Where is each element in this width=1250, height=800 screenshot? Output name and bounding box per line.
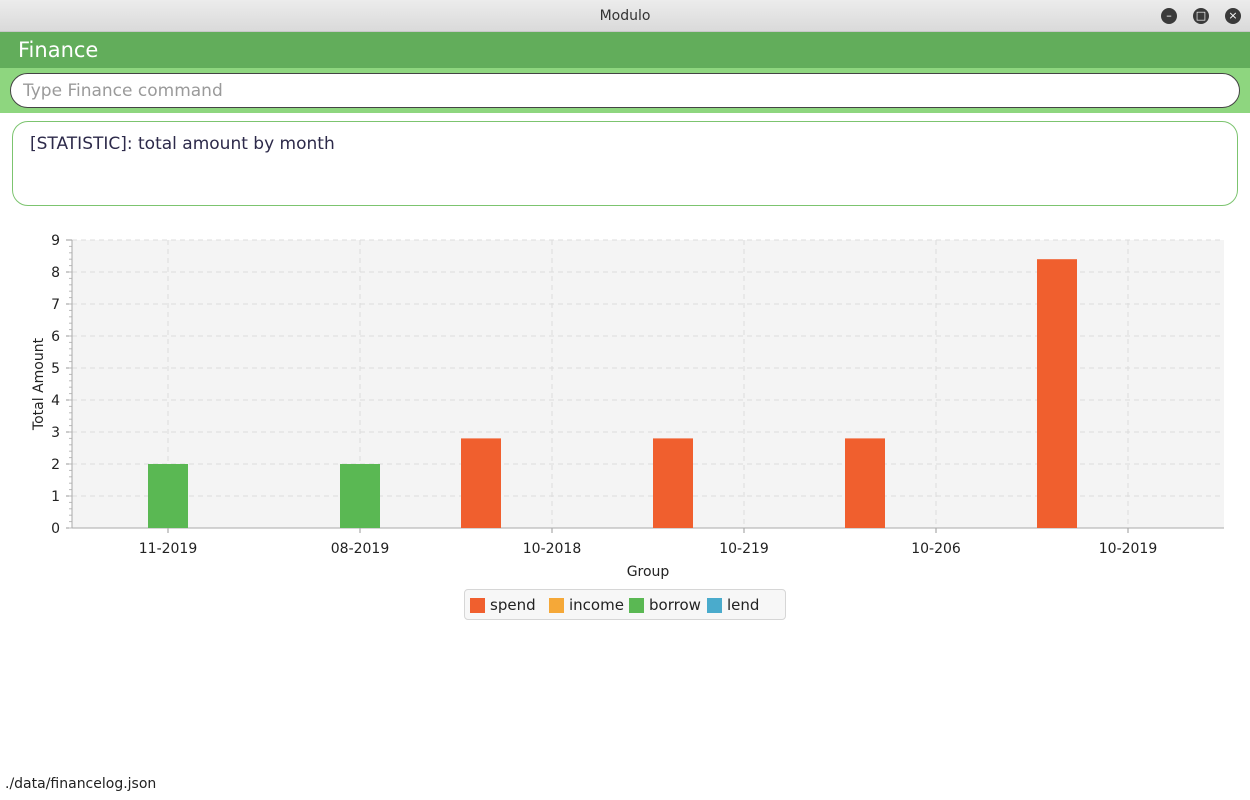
y-tick-label: 7 <box>51 297 60 313</box>
x-tick-label: 10-2019 <box>1099 541 1158 557</box>
status-file-path: ./data/financelog.json <box>5 776 157 792</box>
y-tick-label: 4 <box>51 393 60 409</box>
bar-chart: 0 1 2 3 4 5 6 7 8 9 11-2019 08-2019 10-2018 10-219 10-… <box>0 225 1250 625</box>
command-bar <box>0 68 1250 113</box>
bar-borrow <box>340 464 380 528</box>
plot-background <box>72 240 1224 528</box>
close-icon[interactable]: × <box>1225 8 1241 24</box>
legend-swatch <box>629 598 644 613</box>
x-tick-label: 10-2018 <box>523 541 582 557</box>
bar-spend <box>1037 259 1077 528</box>
legend-label: lend <box>727 596 760 614</box>
x-axis-label: Group <box>627 564 670 580</box>
maximize-icon[interactable]: □ <box>1193 8 1209 24</box>
window-title: Modulo <box>599 8 651 24</box>
chart-svg: 0 1 2 3 4 5 6 7 8 9 11-2019 08-2019 10-2018 10-219 10-… <box>31 233 1224 580</box>
page-header: Finance <box>0 32 1250 68</box>
legend-swatch <box>470 598 485 613</box>
y-tick-label: 8 <box>51 265 60 281</box>
legend-swatch <box>707 598 722 613</box>
bar-spend <box>845 438 885 528</box>
y-tick-label: 5 <box>51 361 60 377</box>
legend-swatch <box>549 598 564 613</box>
y-tick-label: 2 <box>51 457 60 473</box>
y-tick-label: 9 <box>51 233 60 249</box>
bar-spend <box>653 438 693 528</box>
x-tick-label: 10-206 <box>911 541 961 557</box>
x-tick-label: 11-2019 <box>139 541 198 557</box>
result-text: [STATISTIC]: total amount by month <box>30 134 335 154</box>
x-tick-label: 10-219 <box>719 541 769 557</box>
y-tick-label: 0 <box>51 521 60 537</box>
y-tick-label: 3 <box>51 425 60 441</box>
legend-label: borrow <box>649 596 701 614</box>
bar-borrow <box>148 464 188 528</box>
y-axis-label: Total Amount <box>31 337 47 431</box>
y-tick-label: 1 <box>51 489 60 505</box>
result-display: [STATISTIC]: total amount by month <box>12 121 1238 206</box>
x-tick-label: 08-2019 <box>331 541 390 557</box>
y-tick-label: 6 <box>51 329 60 345</box>
page-title: Finance <box>18 38 99 62</box>
chart-legend: spend income borrow lend <box>464 589 786 620</box>
legend-label: income <box>569 596 624 614</box>
window-titlebar: Modulo – □ × <box>0 0 1250 32</box>
bar-spend <box>461 438 501 528</box>
minimize-icon[interactable]: – <box>1161 8 1177 24</box>
legend-label: spend <box>490 596 536 614</box>
command-input[interactable] <box>10 73 1240 108</box>
